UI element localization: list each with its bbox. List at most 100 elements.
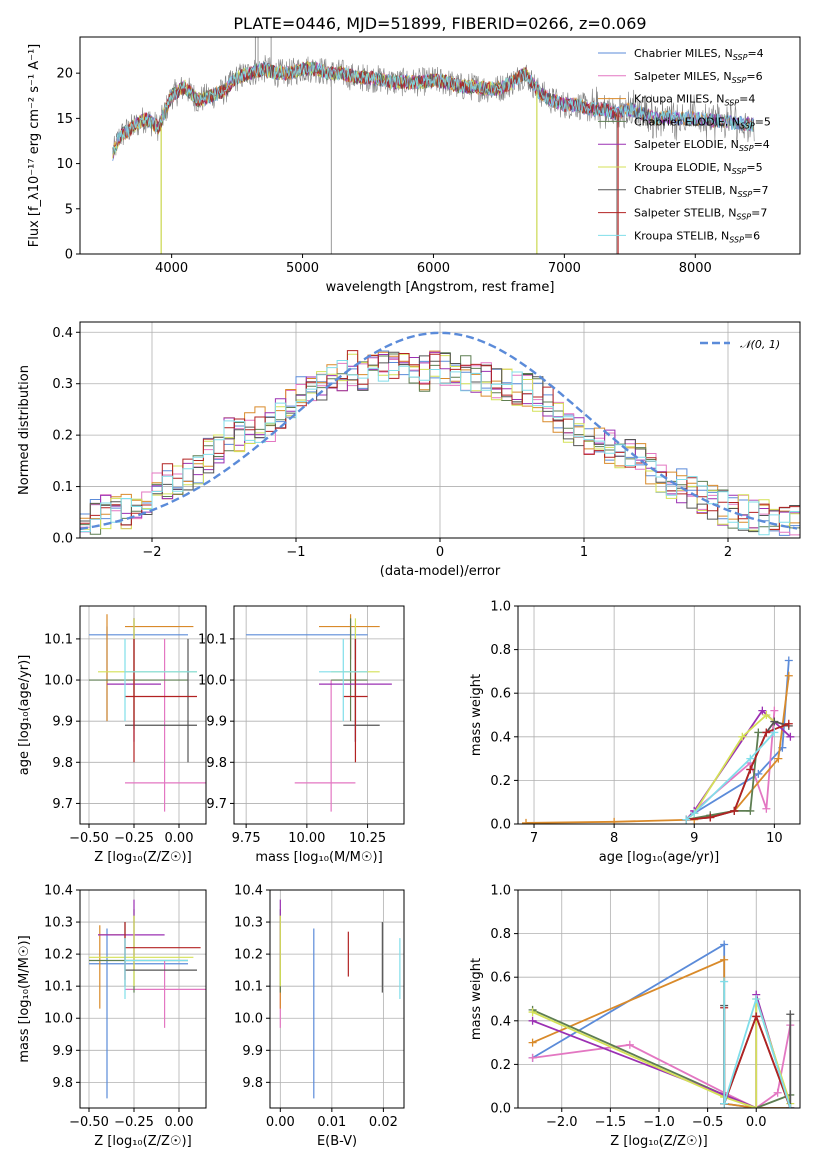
y-tick-label: 1.0 [490,884,511,899]
x-tick-label: 8000 [679,261,712,276]
legend-suffix: =4 [739,93,755,106]
series-marker [786,732,795,741]
y-tick-label: 0.6 [490,687,511,702]
x-axis-label: Z [log₁₀(Z/Z☉)] [610,1134,707,1149]
legend-suffix: =6 [746,70,762,83]
legend-text: Chabrier STELIB, N [634,184,738,197]
plot-frame [79,36,801,255]
legend-text: Kroupa ELODIE, N [634,161,732,174]
legend-text: Chabrier MILES, N [634,47,733,60]
series-marker [774,754,783,763]
x-tick-label: −2 [142,545,161,560]
series-line [525,675,790,824]
x-tick-label: 0.00 [165,831,194,846]
legend-suffix: =5 [755,115,771,128]
x-tick-label: 5000 [286,261,319,276]
plot-frame [517,605,801,825]
series-line [685,660,790,821]
series-marker [786,1104,795,1108]
series-marker [752,995,761,1003]
data-point [343,638,380,742]
legend-subscript: SSP [732,167,747,176]
y-tick-label: 9.9 [52,1044,73,1059]
legend-subscript: SSP [733,53,748,62]
series-marker [682,815,691,824]
age-vs-metallicity-plot-area [89,614,206,812]
series-marker [752,1104,761,1108]
y-axis-label: mass [log₁₀(M/M☉)] [17,935,32,1062]
data-point [98,618,197,722]
legend-label: Chabrier ELODIE, NSSP=5 [634,115,771,130]
x-tick-label: −1 [286,545,305,560]
plot-frame [79,889,207,1109]
x-axis-label: age [log₁₀(age/yr)] [599,850,720,865]
x-tick-label: 2 [724,545,732,560]
series-marker [770,717,779,726]
legend-subscript: SSP [740,121,755,130]
series-marker [528,1016,537,1025]
series-marker [746,754,755,763]
data-point [98,899,165,971]
y-tick-label: 9.7 [52,797,73,812]
y-tick-label: 9.8 [52,756,73,771]
x-tick-label: 8 [610,831,618,846]
x-tick-label: 0.0 [746,1115,767,1130]
y-tick-label: 0.6 [490,971,511,986]
data-point [319,614,380,660]
y-axis-label: Normed distribution [17,365,32,495]
x-axis-label: Z [log₁₀(Z/Z☉)] [94,1134,191,1149]
gaussian-reference-curve [80,331,798,531]
y-tick-label: 9.9 [206,715,227,730]
series-line [532,1009,791,1108]
x-tick-label: 9 [690,831,698,846]
plot-frame [517,889,801,1109]
age-vs-mass-chart: 9.75 10.00 10.25 9.7 9.8 9.9 10.0 10.1 mass [log… [198,605,405,865]
legend-subscript: SSP [739,144,754,153]
legend-label: Salpeter MILES, NSSP=6 [634,70,763,85]
legend-suffix: =6 [744,229,760,242]
legend-subscript: SSP [729,235,744,244]
y-axis-label: mass weight [469,958,484,1040]
legend-label: Kroupa MILES, NSSP=4 [634,93,755,108]
x-tick-label: −0.25 [114,1115,154,1130]
data-point [89,626,188,722]
data-point [343,638,368,763]
y-tick-label: 0.0 [52,532,73,547]
data-point [124,938,188,999]
x-tick-label: 10 [766,831,783,846]
y-tick-label: 10.2 [44,948,73,963]
histogram-step-line [80,360,800,536]
data-point [124,638,197,722]
mass-weight-vs-age-plot-area [522,656,795,824]
data-point [294,680,356,812]
mass-weight-vs-metallicity-chart: −2.0 −1.5 −1.0 −0.5 0.0 0.0 0.2 0.4 0.6 0.8 1.0 Z [… [469,884,801,1149]
series-marker [528,1038,537,1047]
y-tick-label: 20 [56,67,73,82]
spectrum-chart: 4000 5000 6000 7000 8000 0 5 10 15 20 wavelength [… [27,14,801,295]
series-marker [754,728,763,737]
x-tick-label: −0.50 [69,1115,109,1130]
series-marker [690,809,699,818]
x-tick-label: 0.01 [317,1115,346,1130]
series-marker [528,1053,537,1062]
data-point [331,618,368,722]
x-tick-label: 4000 [155,261,188,276]
series-line [723,981,792,1108]
mass-vs-reddening-plot-area [279,899,401,1099]
y-tick-label: 0.2 [490,1058,511,1073]
y-tick-label: 10.3 [234,916,263,931]
legend-text: Kroupa STELIB, N [634,229,729,242]
y-tick-label: 9.8 [206,756,227,771]
y-axis-label: Flux [f_λ10⁻¹⁷ erg cm⁻² s⁻¹ A⁻¹] [27,44,42,248]
x-axis-label: Z [log₁₀(Z/Z☉)] [94,850,191,865]
x-tick-label: 10.00 [288,831,325,846]
data-point [125,638,197,763]
series-marker [773,1088,782,1097]
y-tick-label: 15 [56,112,73,127]
series-marker [746,806,755,815]
series-line [685,713,775,821]
age-vs-mass-plot-area [246,614,392,812]
histogram-chart: −2 −1 0 1 2 0.0 0.1 0.2 0.3 0.4 (data-model)/error… [17,321,801,579]
y-tick-label: 10.0 [198,674,227,689]
legend-suffix: =4 [754,138,770,151]
